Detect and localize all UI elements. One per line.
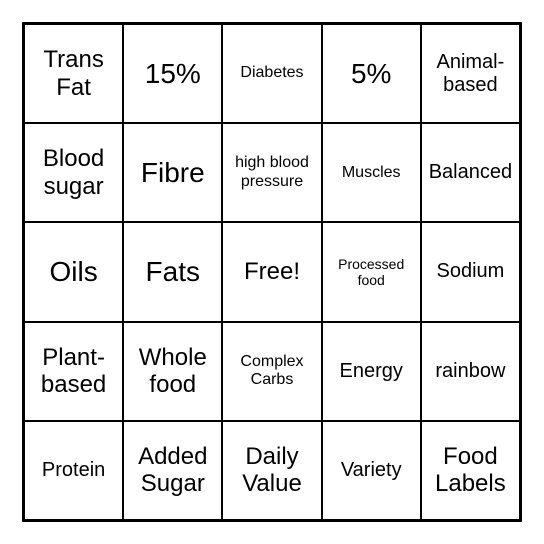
cell-text: 15% <box>145 58 201 90</box>
cell-text: Whole food <box>128 344 217 399</box>
cell-text: Fats <box>146 256 200 288</box>
bingo-cell[interactable]: Variety <box>322 421 421 520</box>
bingo-grid: Trans Fat 15% Diabetes 5% Animal-based B… <box>22 22 522 522</box>
bingo-cell[interactable]: Whole food <box>123 322 222 421</box>
cell-text: high blood pressure <box>227 154 316 191</box>
cell-text: Free! <box>244 258 300 286</box>
cell-text: Daily Value <box>227 443 316 498</box>
cell-text: Trans Fat <box>29 46 118 101</box>
bingo-cell[interactable]: high blood pressure <box>222 123 321 222</box>
bingo-cell[interactable]: 15% <box>123 24 222 123</box>
bingo-cell[interactable]: Fats <box>123 222 222 321</box>
cell-text: Complex Carbs <box>227 353 316 390</box>
cell-text: Animal-based <box>426 51 515 97</box>
bingo-cell-free[interactable]: Free! <box>222 222 321 321</box>
cell-text: Plant-based <box>29 344 118 399</box>
bingo-cell[interactable]: Balanced <box>421 123 520 222</box>
cell-text: Processed food <box>327 256 416 288</box>
cell-text: Food Labels <box>426 443 515 498</box>
bingo-cell[interactable]: Added Sugar <box>123 421 222 520</box>
bingo-cell[interactable]: Energy <box>322 322 421 421</box>
bingo-cell[interactable]: Oils <box>24 222 123 321</box>
cell-text: Sodium <box>436 260 504 283</box>
cell-text: Blood sugar <box>29 145 118 200</box>
bingo-cell[interactable]: Animal-based <box>421 24 520 123</box>
cell-text: Variety <box>341 459 402 482</box>
bingo-cell[interactable]: Food Labels <box>421 421 520 520</box>
cell-text: Balanced <box>429 161 512 184</box>
cell-text: Energy <box>340 360 403 383</box>
bingo-cell[interactable]: Processed food <box>322 222 421 321</box>
cell-text: Fibre <box>141 157 205 189</box>
bingo-cell[interactable]: Muscles <box>322 123 421 222</box>
bingo-cell[interactable]: Protein <box>24 421 123 520</box>
bingo-cell[interactable]: Blood sugar <box>24 123 123 222</box>
bingo-cell[interactable]: Sodium <box>421 222 520 321</box>
bingo-cell[interactable]: Trans Fat <box>24 24 123 123</box>
cell-text: rainbow <box>435 360 505 383</box>
cell-text: Oils <box>49 256 97 288</box>
cell-text: Protein <box>42 459 105 482</box>
bingo-cell[interactable]: Plant-based <box>24 322 123 421</box>
cell-text: Muscles <box>342 164 401 182</box>
bingo-cell[interactable]: Daily Value <box>222 421 321 520</box>
bingo-cell[interactable]: rainbow <box>421 322 520 421</box>
bingo-cell[interactable]: Complex Carbs <box>222 322 321 421</box>
bingo-cell[interactable]: Fibre <box>123 123 222 222</box>
bingo-cell[interactable]: Diabetes <box>222 24 321 123</box>
cell-text: Added Sugar <box>128 443 217 498</box>
cell-text: Diabetes <box>240 64 303 82</box>
cell-text: 5% <box>351 58 391 90</box>
bingo-cell[interactable]: 5% <box>322 24 421 123</box>
